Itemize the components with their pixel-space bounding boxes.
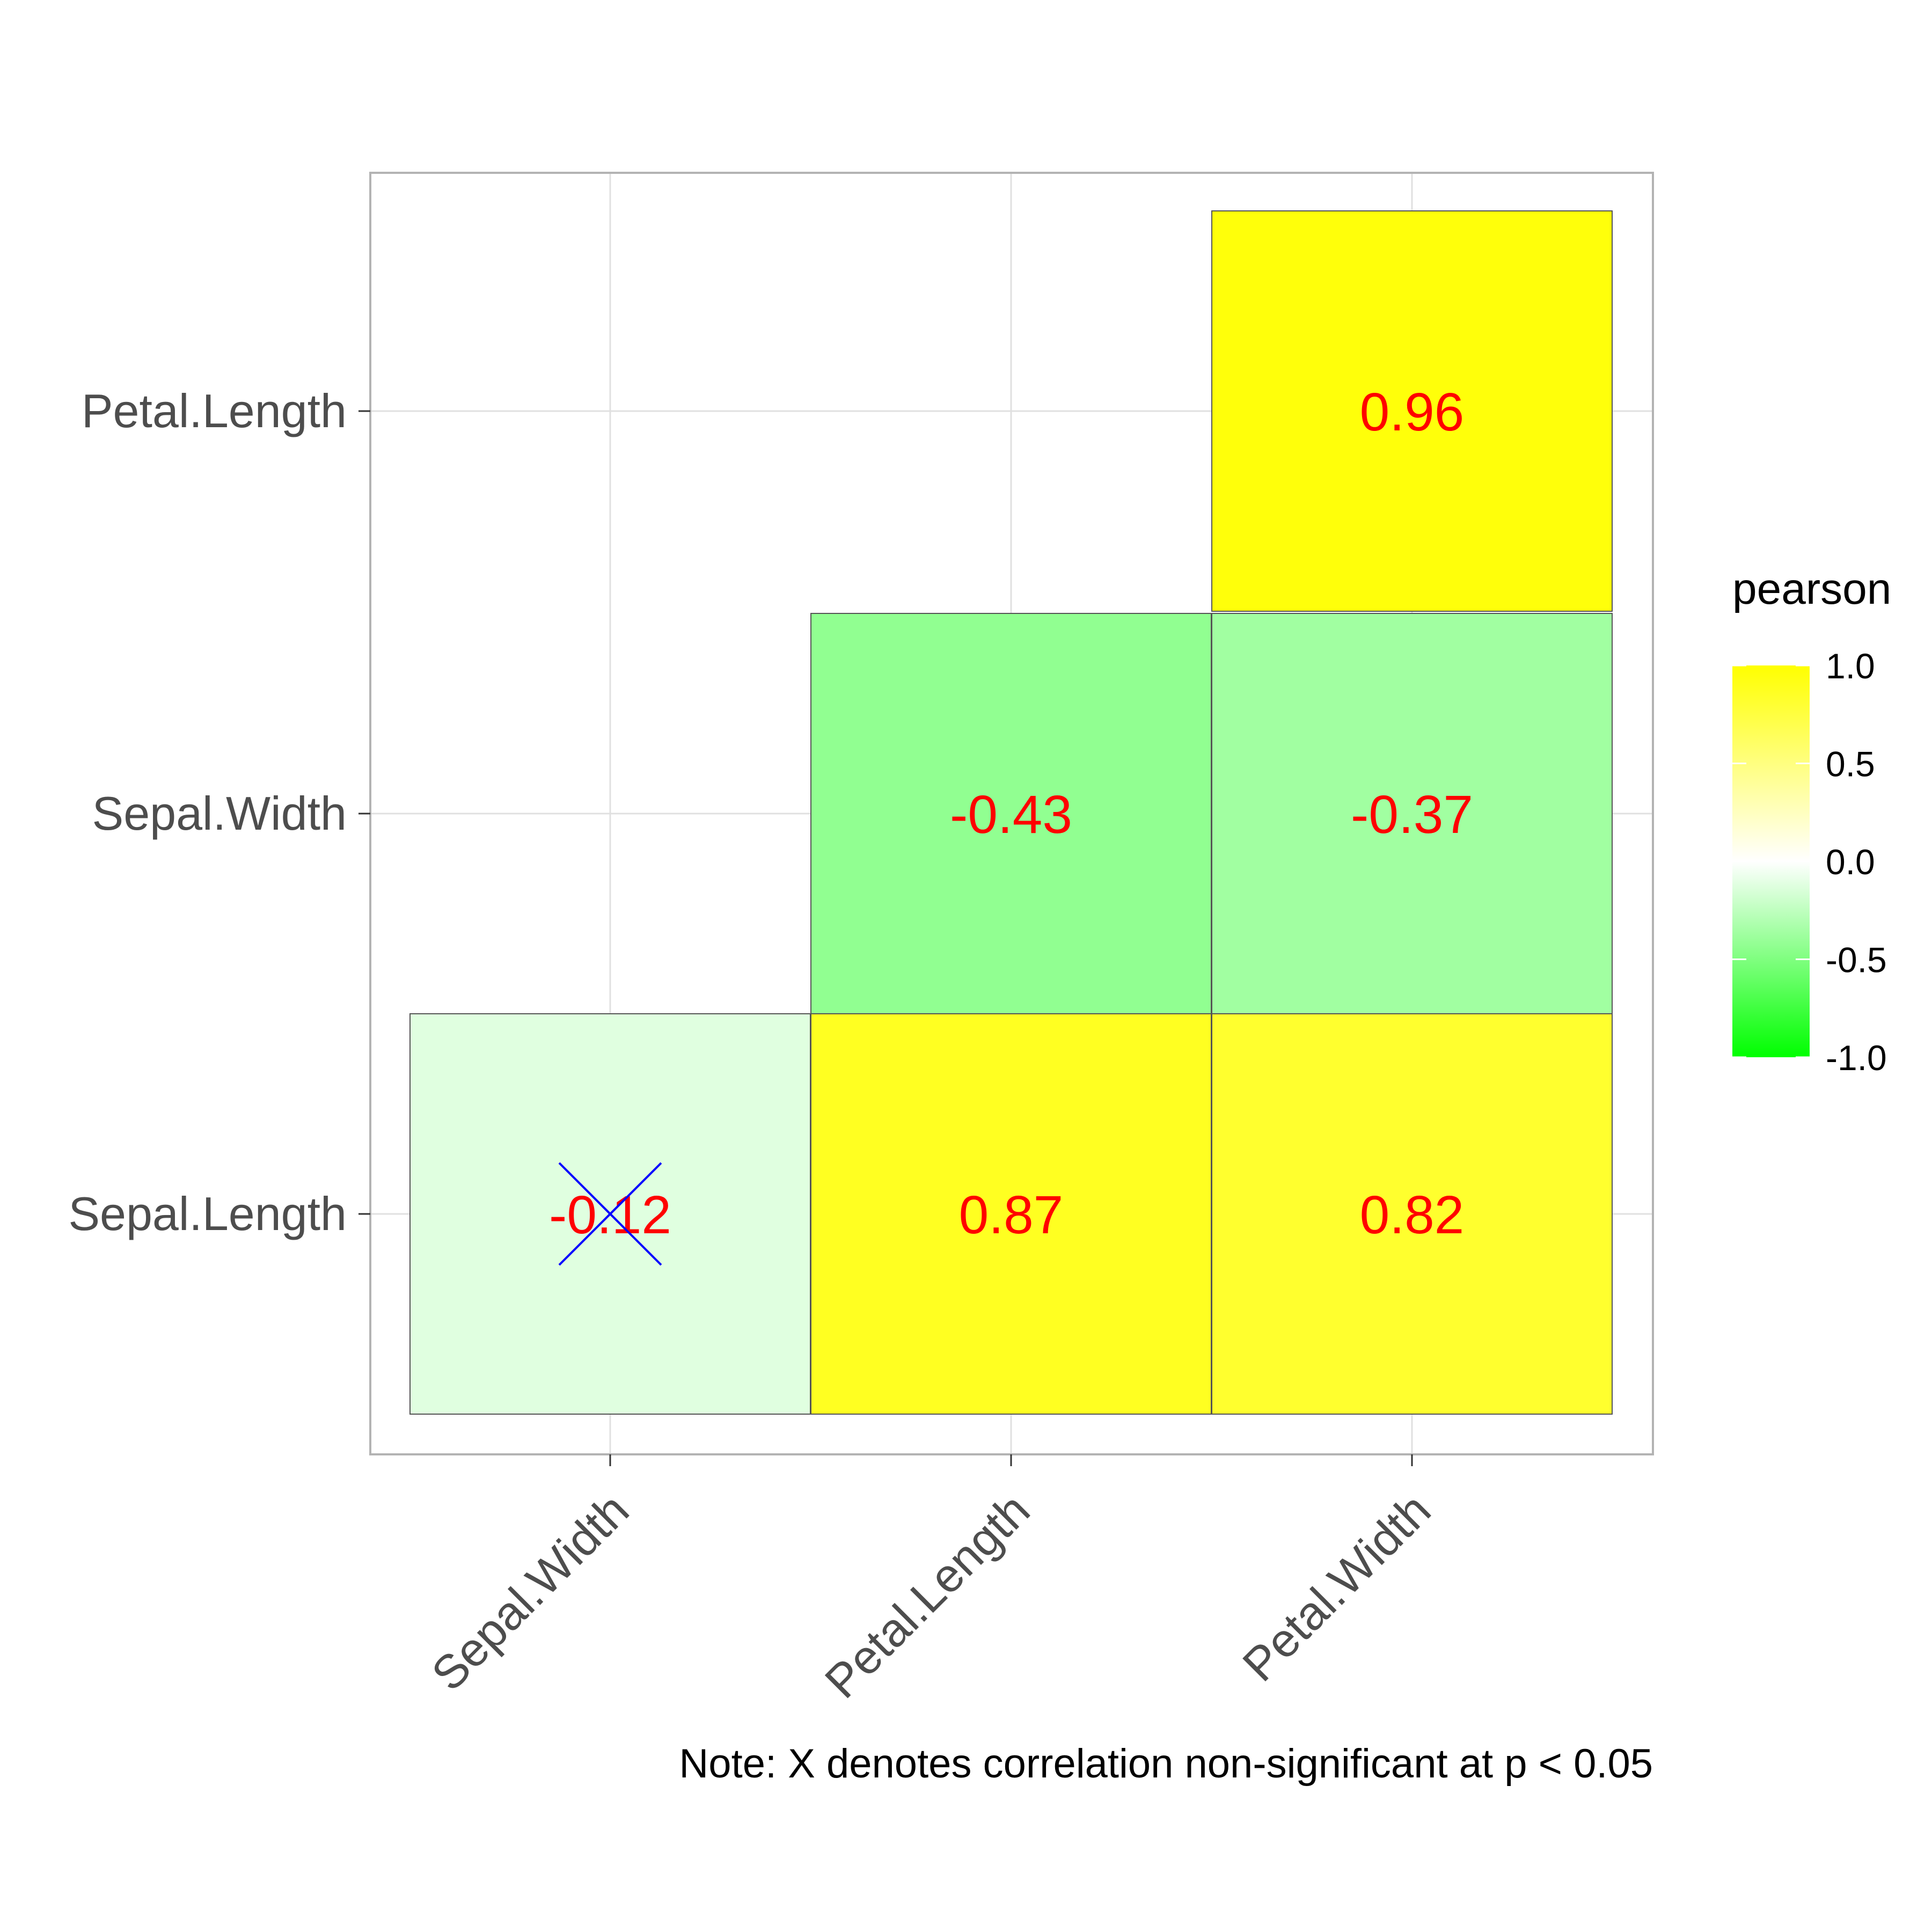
- legend-tick-label: -1.0: [1826, 1038, 1887, 1078]
- y-axis-label: Sepal.Width: [92, 787, 347, 840]
- heatmap-cell: [1211, 1013, 1613, 1415]
- y-axis-label: Petal.Length: [82, 384, 347, 437]
- heatmap-cell: [1211, 613, 1613, 1014]
- cell-value-label: 0.96: [1360, 382, 1465, 442]
- x-axis-label: Sepal.Width: [421, 1483, 639, 1701]
- x-axis-label: Petal.Length: [815, 1483, 1040, 1708]
- cell-value-label: -0.43: [950, 785, 1072, 845]
- cell-value-label: 0.82: [1360, 1185, 1465, 1245]
- cell-value-label: 0.87: [959, 1185, 1064, 1245]
- non-significant-cross-mark: [558, 1162, 662, 1266]
- heatmap-cell: [810, 613, 1212, 1014]
- legend-tick-label: 1.0: [1826, 646, 1875, 686]
- heatmap-cell: [810, 1013, 1212, 1415]
- legend-title: pearson: [1732, 565, 1891, 613]
- legend-tick-label: -0.5: [1826, 940, 1887, 980]
- cell-value-label: -0.37: [1351, 785, 1473, 845]
- legend-tick-label: 0.5: [1826, 744, 1875, 784]
- footnote: Note: X denotes correlation non-signific…: [679, 1741, 1653, 1787]
- legend-tick-label: 0.0: [1826, 842, 1875, 882]
- heatmap-cell: [1211, 210, 1613, 612]
- y-axis-label: Sepal.Length: [68, 1187, 347, 1240]
- heatmap-cells: -0.120.870.82-0.43-0.370.96: [409, 210, 1613, 1415]
- x-axis-label: Petal.Width: [1232, 1483, 1440, 1691]
- legend: pearson 1.0 0.5 0.0 -0.5 -1.0: [1732, 565, 1891, 1078]
